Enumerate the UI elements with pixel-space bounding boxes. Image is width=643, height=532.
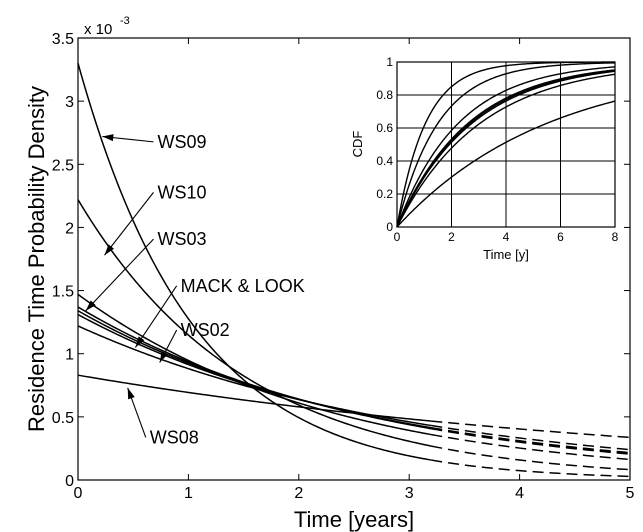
- annotation-arrowhead-mack-look: [135, 336, 145, 348]
- inset-y-tick-label: 0: [386, 220, 393, 234]
- inset-grid-group: [397, 62, 615, 227]
- annotation-label-ws10: WS10: [157, 182, 206, 202]
- inset-x-axis-label: Time [y]: [483, 247, 529, 262]
- inset-y-tick-label: 0.6: [376, 121, 393, 135]
- inset-cdf-line-2: [396, 62, 616, 228]
- inset-cdf-line-4: [396, 69, 616, 228]
- series-line-mack-look: [77, 306, 432, 430]
- annotation-label-ws02: WS02: [181, 320, 230, 340]
- main-annotations-group: WS09 WS10 WS03 MACK & LOOK WS02 WS08: [85, 132, 305, 447]
- y-tick-label: 0: [65, 473, 74, 490]
- inset-ticks-group: 0 2 4 6 8 0 0.2 0.4 0.6 0.8 1: [376, 55, 618, 244]
- main-ticks-group: 0 1 2 3 4 5 0 0.5 1 1.5 2 2.5 3 3.5: [52, 31, 635, 502]
- annotation-label-ws03: WS03: [157, 229, 206, 249]
- inset-plot-frame: [396, 61, 616, 228]
- inset-y-tick-label: 0.2: [376, 187, 393, 201]
- x-axis-label: Time [years]: [294, 507, 414, 532]
- y-tick-label: 2.5: [52, 157, 74, 174]
- y-tick-label: 2: [65, 220, 74, 237]
- annotation-arrowhead-ws09: [102, 134, 114, 142]
- y-axis-label: Residence Time Probability Density: [24, 86, 49, 432]
- inset-x-tick-label: 0: [394, 230, 401, 244]
- x-tick-label: 0: [74, 485, 83, 502]
- series-line-ws10: [77, 199, 432, 447]
- inset-y-tick-label: 0.8: [376, 88, 393, 102]
- x-tick-label: 2: [294, 485, 303, 502]
- y-tick-label: 1: [65, 347, 74, 364]
- inset-cdf-line-7: [396, 73, 616, 228]
- series-extrapolation-series-6: [431, 426, 631, 454]
- inset-x-tick-label: 6: [557, 230, 564, 244]
- series-line-series-6: [77, 313, 432, 429]
- annotation-arrowhead-ws02: [159, 351, 168, 363]
- series-extrapolation-ws02: [431, 424, 631, 451]
- annotation-label-ws09: WS09: [157, 132, 206, 152]
- x-tick-label: 5: [626, 485, 635, 502]
- inset-cdf-line-6: [396, 70, 616, 228]
- inset-y-tick-label: 0.4: [376, 154, 393, 168]
- x-tick-label: 1: [184, 485, 193, 502]
- series-line-series-5: [77, 310, 432, 429]
- annotation-arrow-ws03: [85, 238, 154, 312]
- series-extrapolation-ws08: [431, 420, 631, 439]
- annotation-arrowhead-ws03: [85, 300, 96, 311]
- annotation-label-mack-look: MACK & LOOK: [181, 276, 305, 296]
- annotation-label-ws08: WS08: [150, 427, 199, 447]
- inset-y-tick-label: 1: [386, 55, 393, 69]
- series-line-ws03: [77, 293, 432, 436]
- annotation-arrow-ws10: [104, 192, 154, 256]
- inset-x-tick-label: 2: [448, 230, 455, 244]
- annotation-arrowhead-ws10: [104, 244, 115, 256]
- inset-chart: 0 2 4 6 8 0 0.2 0.4 0.6 0.8 1 Time [y] CDF: [350, 55, 619, 262]
- annotation-arrow-mack-look: [134, 285, 178, 348]
- inset-y-axis-label: CDF: [350, 131, 365, 158]
- y-tick-label: 3.5: [52, 31, 74, 48]
- inset-cdf-line-8: [396, 100, 616, 228]
- inset-cdf-line-3: [396, 66, 616, 228]
- inset-x-tick-label: 8: [612, 230, 619, 244]
- x-tick-label: 4: [515, 485, 524, 502]
- inset-x-tick-label: 4: [503, 230, 510, 244]
- y-exponent-power: -3: [120, 15, 130, 27]
- main-plot-frame: [77, 37, 631, 481]
- annotation-arrowhead-ws08: [127, 387, 135, 400]
- series-line-ws08: [77, 374, 432, 422]
- y-exponent-base: x 10: [84, 21, 112, 38]
- x-tick-label: 3: [405, 485, 414, 502]
- y-tick-label: 0.5: [52, 410, 74, 427]
- inset-cdf-line-5: [396, 69, 616, 228]
- y-tick-label: 3: [65, 94, 74, 111]
- y-tick-label: 1.5: [52, 284, 74, 301]
